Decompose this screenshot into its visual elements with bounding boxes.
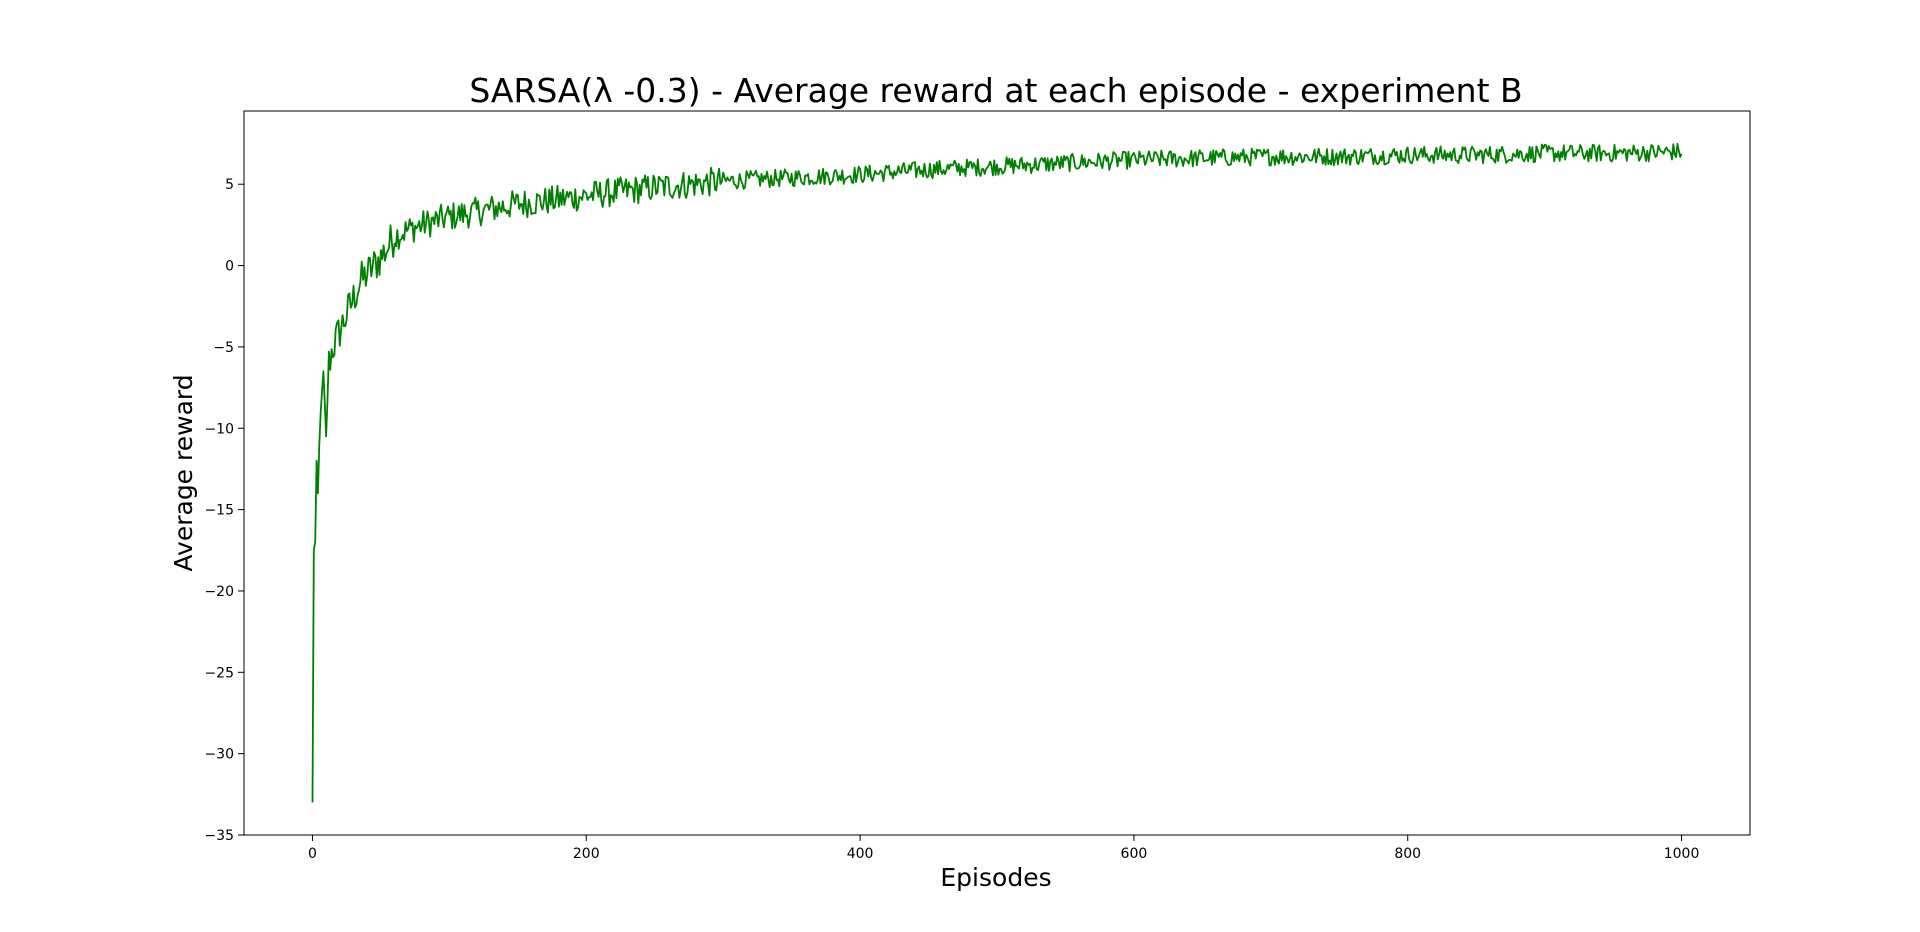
y-tick-label: −5 bbox=[213, 340, 234, 356]
y-tick-label: −25 bbox=[204, 665, 234, 681]
x-axis-label: Episodes bbox=[940, 863, 1051, 892]
y-tick-label: −30 bbox=[204, 747, 234, 763]
x-tick-label: 200 bbox=[573, 846, 600, 862]
x-tick-label: 600 bbox=[1121, 846, 1148, 862]
x-tick-label: 0 bbox=[308, 846, 317, 862]
plot-frame bbox=[243, 110, 1751, 836]
y-axis-label: Average reward bbox=[169, 374, 198, 571]
x-tick-label: 1000 bbox=[1664, 846, 1700, 862]
y-tick-label: 0 bbox=[225, 259, 234, 275]
y-tick-label: −35 bbox=[204, 828, 234, 844]
series-line bbox=[311, 142, 1683, 803]
x-tick-label: 400 bbox=[847, 846, 874, 862]
y-tick-label: −20 bbox=[204, 584, 234, 600]
y-tick-label: 5 bbox=[225, 177, 234, 193]
y-tick-label: −10 bbox=[204, 421, 234, 437]
plot-area bbox=[311, 142, 1683, 803]
x-axis: 0 200 400 600 800 1000 bbox=[308, 835, 1699, 862]
chart-title: SARSA(λ -0.3) - Average reward at each e… bbox=[469, 71, 1522, 110]
y-axis: −35 −30 −25 −20 −15 −10 −5 0 5 bbox=[204, 177, 244, 844]
y-tick-label: −15 bbox=[204, 503, 234, 519]
x-tick-label: 800 bbox=[1394, 846, 1421, 862]
